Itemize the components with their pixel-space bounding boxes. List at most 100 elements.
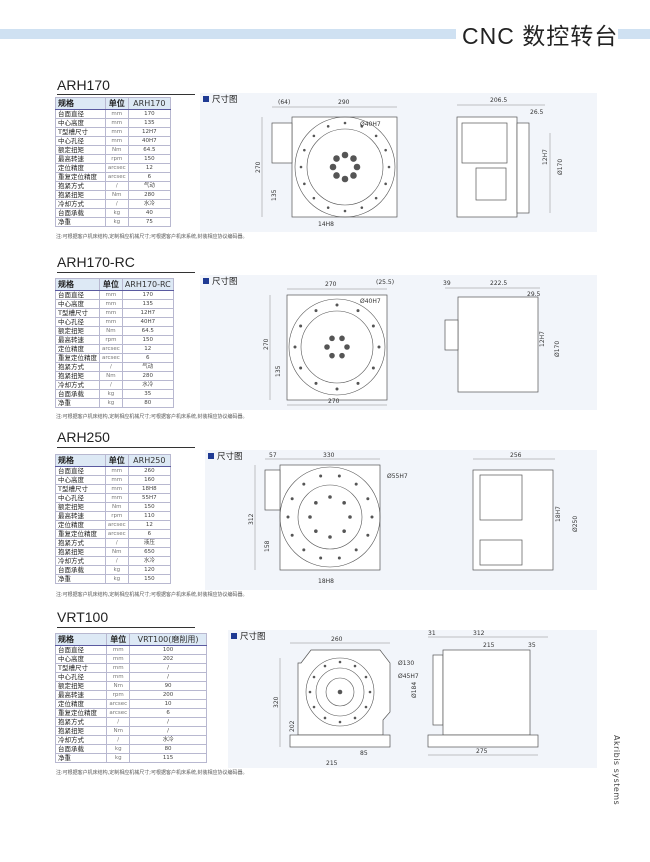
dimension-label: Ø184 [411,682,418,698]
drawing-label: 尺寸图 [203,277,238,287]
spec-row: 抱紧扭矩 Nm / [54,726,207,736]
section-title: ARH170-RC [57,254,135,270]
spec-value: 液压 [127,538,172,548]
header-spec: 规格 [55,454,106,467]
drawing-circle [314,529,318,533]
spec-value: 35 [121,389,174,399]
spec-unit: Nm [106,726,131,736]
spec-value: 40H7 [127,136,172,146]
dimension-label: 57 [269,452,277,459]
dimension-drawing-panel: 尺寸图 (64) 290 Ø40H7 270 135 14H8 206.5 26.5 12H7 Ø1… [200,93,597,232]
spec-row: 额定扭矩 Nm 150 [55,502,172,512]
spec-name: 定位精度 [55,163,106,173]
drawing-circle [319,474,323,478]
spec-name: 重复定位精度 [54,708,108,718]
spec-value: 水冷 [127,199,172,209]
drawing-circle [337,474,341,478]
dimension-label: (64) [278,99,290,106]
spec-row: 冷却方式 / 水冷 [55,556,172,566]
drawing-circle [299,366,303,370]
dimension-label: Ø40H7 [360,121,381,128]
spec-row: 额定扭矩 Nm 64.5 [55,326,174,336]
spec-row: 定位精度 arcsec 10 [54,699,207,709]
drawing-circle [290,533,294,537]
drawing-circle [384,182,387,186]
spec-unit: mm [104,136,129,146]
spec-row: 重复定位精度 arcsec 6 [55,353,174,363]
spec-name: 抱紧扭矩 [54,726,108,736]
dimension-label: Ø40H7 [360,298,381,305]
spec-value: 水冷 [127,556,172,566]
drawing-circle [294,116,396,218]
dimension-label: 18H8 [318,578,334,585]
spec-value: 115 [129,753,207,763]
spec-row: 净重 kg 115 [54,753,207,763]
spec-row: 台面承载 kg 35 [55,389,174,399]
spec-row: 定位精度 arcsec 12 [55,520,172,530]
spec-unit: Nm [104,190,129,200]
spec-row: 抱紧扭矩 Nm 280 [55,190,172,200]
spec-unit: arcsec [106,708,131,718]
drawing-circle [342,529,346,533]
spec-value: 150 [127,154,172,164]
spec-value: 110 [127,511,172,521]
header-spec: 规格 [55,278,100,291]
spec-name: 净重 [54,753,108,763]
spec-value: 170 [121,290,174,300]
dimension-label: 320 [273,696,280,708]
spec-unit: / [104,538,129,548]
drawing-circle [370,515,374,519]
spec-value: 150 [127,502,172,512]
spec-row: 中心孔径 mm 40H7 [55,317,174,327]
spec-value: 160 [127,475,172,485]
spec-value: 40 [127,208,172,218]
drawing-circle [323,716,327,720]
drawing-label: 尺寸图 [231,632,266,642]
drawing-outline [475,167,507,201]
section-title: ARH250 [57,429,110,445]
spec-row: T型槽尺寸 mm 12H7 [55,127,172,137]
dimension-drawing-panel: 尺寸图 260 Ø130 Ø45H7 320 202 85 215 31 312 215 35 Ø184… [228,630,597,768]
header-spec: 规格 [55,97,106,110]
spec-name: 冷却方式 [55,199,106,209]
drawing-circle [353,163,361,171]
spec-name: 最高转速 [55,511,106,521]
spec-name: 台面承载 [55,565,106,575]
spec-value: 水冷 [121,380,174,390]
spec-unit: Nm [104,547,129,557]
spec-unit: mm [104,493,129,503]
spec-value: 64.5 [121,326,174,336]
dimension-drawing: (64) 290 Ø40H7 270 135 14H8 206.5 26.5 12H7 Ø170 [255,97,564,228]
drawing-circle [333,172,340,179]
spec-name: 抱紧方式 [55,362,100,372]
spec-header-row: 规格 单位 ARH250 [55,454,172,467]
drawing-circle [314,309,318,313]
spec-row: 额定扭矩 Nm 90 [54,681,207,691]
dimension-label: 312 [248,513,255,525]
spec-unit: mm [104,109,129,119]
spec-value: 202 [129,654,207,664]
drawing-circle [364,705,368,709]
spec-name: 定位精度 [55,520,106,530]
drawing-circle [324,344,330,350]
spec-value: 80 [121,398,174,408]
dimension-label: 202 [289,720,296,732]
spec-unit: mm [106,654,131,664]
dimension-label: 31 [428,630,436,637]
header-spec: 规格 [54,633,108,646]
dimension-label: 26.5 [530,109,544,116]
spec-unit: arcsec [104,529,129,539]
spec-row: 中心高度 mm 135 [55,299,174,309]
drawing-outline [271,122,293,164]
spec-unit: mm [106,663,131,673]
drawing-circle [279,466,381,568]
spec-value: 10 [129,699,207,709]
spec-row: 中心孔径 mm / [54,672,207,682]
spec-value: 75 [127,217,172,227]
section-divider [57,272,195,273]
spec-name: 台面直径 [55,466,106,476]
dimension-label: 14H8 [318,221,334,228]
spec-unit: mm [104,484,129,494]
spec-name: 抱紧方式 [55,181,106,191]
spec-value: 气动 [121,362,174,372]
